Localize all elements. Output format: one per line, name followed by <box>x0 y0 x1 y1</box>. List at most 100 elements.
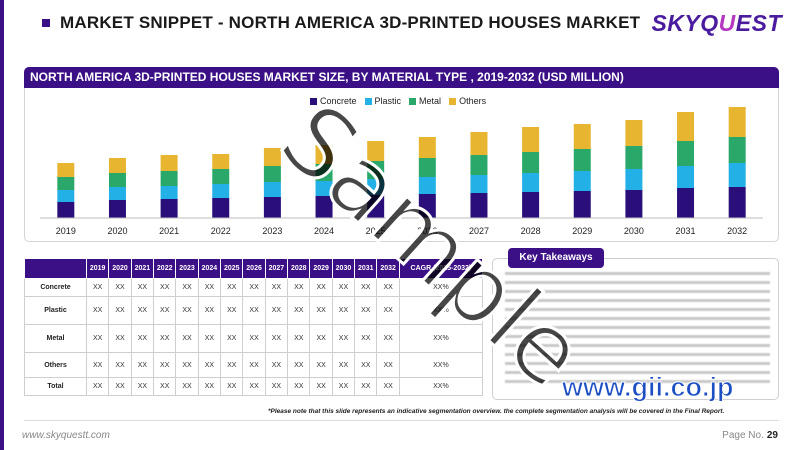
bar-segment-others-2030 <box>625 120 643 146</box>
key-takeaways-tab: Key Takeaways <box>508 248 604 268</box>
table-row: Concrete XX XX XX XX XX XX XX XX XX XX XX XX XX XX XX% <box>24 278 484 297</box>
table-cell: XX <box>130 296 155 325</box>
table-row-label: Plastic <box>24 296 87 325</box>
logo-text-tail: EST <box>735 10 782 36</box>
table-row-label: Metal <box>24 324 87 353</box>
legend-swatch-concrete <box>310 97 317 105</box>
bar-segment-plastic-2019 <box>57 190 75 202</box>
table-cell: XX <box>331 352 356 378</box>
table-cell: XX <box>242 324 266 353</box>
bar-segment-others-2024 <box>315 145 333 164</box>
table-cell: XX <box>153 377 177 396</box>
bar-segment-metal-2029 <box>573 149 591 171</box>
table-body: Concrete XX XX XX XX XX XX XX XX XX XX XX XX XX XX XX% P… <box>24 278 484 396</box>
bar-segment-plastic-2023 <box>263 182 281 197</box>
bar-segment-concrete-2027 <box>470 193 488 218</box>
bar-segment-plastic-2029 <box>573 171 591 191</box>
x-tick-label: 2020 <box>107 226 127 236</box>
bar-segment-others-2027 <box>470 132 488 155</box>
table-cell: XX <box>108 278 132 297</box>
table-cell: XX <box>85 324 110 353</box>
blurred-line <box>505 308 770 311</box>
bar-segment-metal-2027 <box>470 155 488 175</box>
legend-swatch-metal <box>409 97 417 105</box>
x-tick-label: 2019 <box>56 226 76 236</box>
bar-segment-plastic-2026 <box>418 177 436 194</box>
x-tick-label: 2031 <box>676 226 696 236</box>
blurred-line <box>505 335 770 338</box>
bar-segment-concrete-2025 <box>367 195 385 218</box>
website-link[interactable]: www.skyquestt.com <box>22 430 110 441</box>
table-cell: XX% <box>398 352 484 378</box>
data-table: 2019 2020 2021 2022 2023 2024 2025 2026 … <box>24 258 484 396</box>
footer-divider <box>24 420 779 421</box>
bar-segment-concrete-2021 <box>160 199 178 218</box>
table-cell: XX <box>130 352 155 378</box>
table-cell: XX <box>242 296 266 325</box>
table-cell: XX <box>85 296 110 325</box>
table-cell: XX <box>287 377 311 396</box>
page-number: Page No. 29 <box>722 430 778 441</box>
table-col-header-cagr: CAGR (2025-2032) <box>398 258 484 279</box>
table-cell: XX <box>287 324 311 353</box>
blurred-line <box>505 326 770 329</box>
bar-segment-concrete-2031 <box>677 188 695 218</box>
bar-segment-others-2022 <box>212 154 230 169</box>
bar-segment-others-2021 <box>160 155 178 171</box>
table-cell: XX <box>376 377 400 396</box>
table-cell: XX <box>264 352 289 378</box>
page-label: Page No. <box>722 430 764 441</box>
x-tick-label: 2022 <box>211 226 231 236</box>
chart-header-bar <box>24 67 779 88</box>
x-tick-label: 2023 <box>262 226 282 236</box>
table-cell: XX <box>108 296 132 325</box>
gii-overlay-brand: www.gii.co.jp <box>562 372 735 403</box>
blurred-line <box>505 371 770 374</box>
bar-segment-plastic-2020 <box>108 187 126 200</box>
table-row-label: Concrete <box>24 278 87 297</box>
legend-label-plastic: Plastic <box>374 96 402 106</box>
x-tick-label: 2025 <box>366 226 386 236</box>
table-cell: XX <box>220 278 244 297</box>
bar-segment-metal-2026 <box>418 158 436 177</box>
table-col-header: 2030 <box>331 258 356 279</box>
legend-item-others: Others <box>449 96 486 106</box>
table-cell: XX <box>309 352 333 378</box>
bar-segment-others-2025 <box>367 141 385 161</box>
bar-segment-concrete-2019 <box>57 202 75 218</box>
bar-segment-plastic-2025 <box>367 179 385 195</box>
bar-segment-others-2023 <box>263 148 281 166</box>
x-tick-label: 2029 <box>572 226 592 236</box>
bar-segment-metal-2020 <box>108 173 126 187</box>
table-cell: XX <box>242 377 266 396</box>
table-cell: XX <box>287 278 311 297</box>
bar-segment-metal-2030 <box>625 146 643 169</box>
bar-segment-others-2020 <box>108 158 126 173</box>
bar-segment-plastic-2022 <box>212 184 230 198</box>
table-cell: XX <box>331 278 356 297</box>
key-takeaways-blurred-text <box>505 272 770 394</box>
table-row: Others XX XX XX XX XX XX XX XX XX XX XX XX XX XX XX% <box>24 352 484 378</box>
table-cell: XX <box>220 377 244 396</box>
bar-segment-concrete-2028 <box>522 192 540 218</box>
table-cell: XX% <box>398 296 484 325</box>
footnote: *Please note that this slide represents … <box>268 408 725 415</box>
bar-segment-concrete-2020 <box>108 200 126 218</box>
table-cell: XX <box>108 324 132 353</box>
bar-segment-others-2029 <box>573 124 591 149</box>
table-cell: XX <box>331 377 356 396</box>
bar-segment-concrete-2022 <box>212 198 230 218</box>
table-cell: XX <box>175 278 199 297</box>
x-tick-label: 2021 <box>159 226 179 236</box>
bar-segment-concrete-2030 <box>625 190 643 218</box>
blurred-line <box>505 290 770 293</box>
blurred-line <box>505 353 770 356</box>
table-col-header: 2032 <box>376 258 400 279</box>
table-cell: XX <box>264 324 289 353</box>
blurred-line <box>505 299 770 302</box>
table-cell: XX <box>175 352 199 378</box>
table-cell: XX <box>175 296 199 325</box>
legend-label-metal: Metal <box>419 96 442 106</box>
table-cell: XX <box>376 296 400 325</box>
